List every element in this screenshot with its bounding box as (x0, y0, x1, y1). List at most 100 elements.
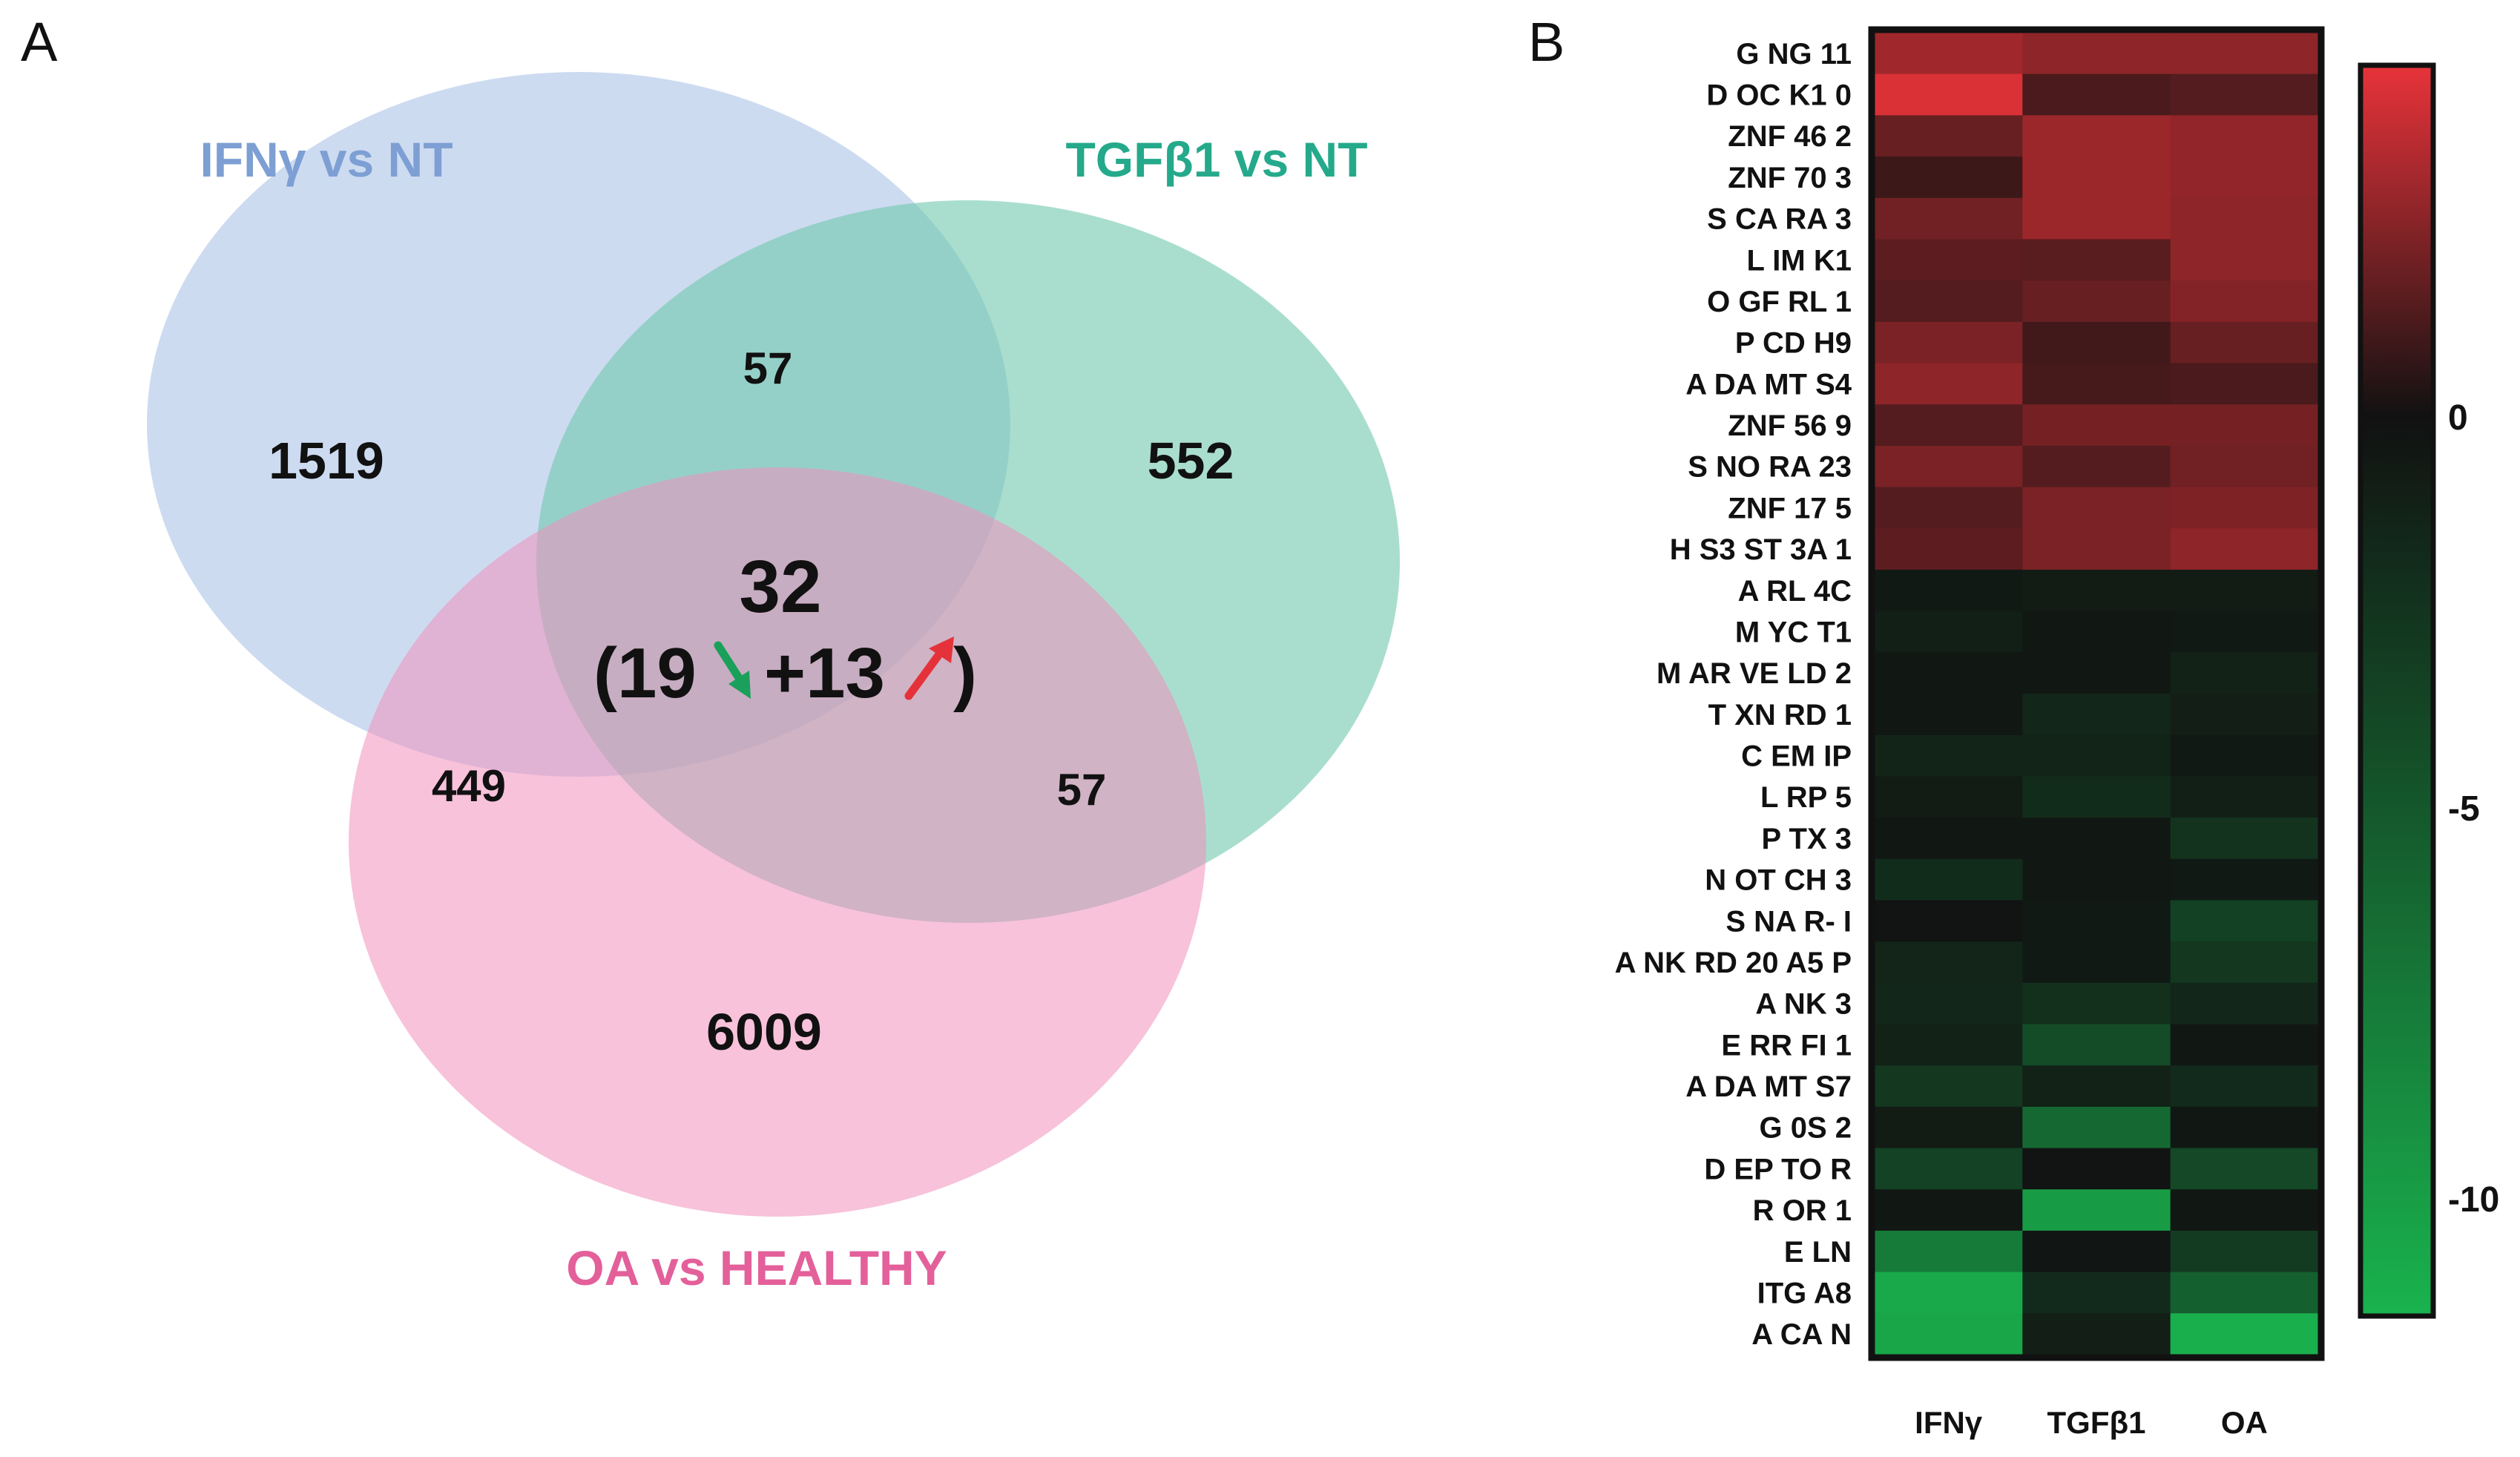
heatmap-cell (1875, 404, 2023, 447)
heatmap-cell (2022, 776, 2171, 818)
heatmap-cell (1875, 1230, 2023, 1273)
breakdown-close-paren: ) (953, 634, 977, 713)
heatmap-row-label: O GF RL 1 (1707, 286, 1852, 318)
heatmap-cell (2022, 1024, 2171, 1066)
heatmap-cell (1875, 900, 2023, 942)
heatmap-cell (2022, 73, 2171, 116)
heatmap-cell (2022, 115, 2171, 157)
breakdown-down-count: (19 (593, 634, 697, 713)
heatmap-cell (2170, 1024, 2319, 1066)
heatmap-cell (2022, 1272, 2171, 1314)
heatmap-row-label: A CA N (1751, 1318, 1852, 1351)
heatmap-row-label: P TX 3 (1761, 823, 1852, 855)
heatmap-cell (2170, 487, 2319, 529)
venn-label-ifn: IFNγ vs NT (200, 132, 453, 187)
heatmap-cell (1875, 1106, 2023, 1149)
heatmap-cell (2022, 652, 2171, 694)
count-ifn-tgf: 57 (743, 343, 793, 393)
heatmap-cell (1875, 982, 2023, 1025)
heatmap-row-label: G 0S 2 (1759, 1112, 1852, 1145)
heatmap-cell (1875, 694, 2023, 736)
heatmap-cell (1875, 569, 2023, 612)
heatmap-cell (2170, 33, 2319, 75)
heatmap-column-labels: IFNγ TGFβ1 OA (1915, 1405, 2268, 1440)
heatmap-cell (1875, 1313, 2023, 1355)
heatmap-cell (2170, 1148, 2319, 1190)
heatmap-cell (2170, 157, 2319, 199)
heatmap-row-label: ITG A8 (1757, 1277, 1852, 1309)
heatmap-row-label: M YC T1 (1735, 616, 1852, 648)
heatmap-row-label: A NK RD 20 A5 P (1615, 947, 1852, 979)
heatmap-cell (2022, 982, 2171, 1025)
heatmap-cell (2022, 1065, 2171, 1108)
venn-label-oa: OA vs HEALTHY (566, 1240, 947, 1295)
heatmap-cell (2022, 157, 2171, 199)
heatmap-row-label: C EM IP (1741, 740, 1852, 773)
heatmap-cell (2170, 1189, 2319, 1231)
heatmap-row-label: G NG 11 (1736, 38, 1852, 70)
heatmap-cell (2170, 1106, 2319, 1149)
heatmap-cell (1875, 115, 2023, 157)
heatmap-row-label: T XN RD 1 (1708, 699, 1852, 731)
heatmap-row-label: ZNF 70 3 (1728, 162, 1852, 194)
heatmap-cell (2022, 1313, 2171, 1355)
breakdown-up-count: +13 (764, 634, 885, 713)
heatmap-cell (1875, 1272, 2023, 1314)
heatmap-cell (2170, 239, 2319, 281)
heatmap-cell (1875, 1024, 2023, 1066)
heatmap-cell (2022, 321, 2171, 364)
heatmap-cell (2022, 818, 2171, 860)
heatmap-row-label: ZNF 46 2 (1728, 120, 1852, 153)
heatmap-cell (2170, 611, 2319, 653)
heatmap-cell (1875, 1065, 2023, 1108)
panel-b-letter: B (1528, 11, 1565, 73)
heatmap-row-label: D OC K1 0 (1706, 79, 1852, 112)
heatmap-cell (1875, 528, 2023, 570)
colorbar-ticks: 0 -5 -10 (2448, 398, 2499, 1220)
heatmap-cell (1875, 818, 2023, 860)
heatmap-row-label: S NO RA 23 (1688, 451, 1852, 484)
heatmap-cell (2022, 611, 2171, 653)
heatmap-row-label: ZNF 17 5 (1728, 492, 1852, 524)
heatmap-cell (2170, 528, 2319, 570)
heatmap-row-label: M AR VE LD 2 (1657, 657, 1852, 690)
heatmap-cell (2170, 1313, 2319, 1355)
heatmap-cell (1875, 941, 2023, 984)
heatmap-row-label: E LN (1784, 1236, 1852, 1269)
heatmap-cell (2170, 1272, 2319, 1314)
heatmap-cell (1875, 1148, 2023, 1190)
heatmap-row-label: A NK 3 (1755, 988, 1852, 1021)
heatmap-cell (2170, 734, 2319, 777)
heatmap-cell (2022, 941, 2171, 984)
heatmap-cell (1875, 73, 2023, 116)
heatmap-cell (2022, 404, 2171, 447)
colorbar-tick-label: -5 (2448, 789, 2480, 829)
heatmap-cell (2022, 734, 2171, 777)
heatmap-cell (1875, 239, 2023, 281)
heatmap-row-label: S NA R- I (1725, 905, 1852, 938)
heatmap-column-label: IFNγ (1915, 1405, 1983, 1440)
colorbar (2358, 62, 2436, 1319)
heatmap-cell (2022, 33, 2171, 75)
heatmap-cell (2022, 239, 2171, 281)
heatmap-cell (2170, 115, 2319, 157)
heatmap-cell (1875, 445, 2023, 488)
heatmap-row-label: E RR FI 1 (1721, 1029, 1852, 1062)
heatmap-cell (2022, 694, 2171, 736)
heatmap-cell (2022, 280, 2171, 323)
heatmap-cell (2022, 528, 2171, 570)
heatmap-cell (2022, 487, 2171, 529)
count-ifn-oa: 449 (432, 761, 506, 811)
heatmap-cell (2022, 858, 2171, 901)
count-oa-only: 6009 (706, 1003, 822, 1061)
venn-diagram (147, 72, 1400, 1217)
heatmap-row-label: L RP 5 (1760, 781, 1852, 814)
heatmap (1875, 33, 2319, 1355)
heatmap-column-label: TGFβ1 (2047, 1405, 2146, 1440)
heatmap-cell (2170, 941, 2319, 984)
count-ifn-only: 1519 (269, 432, 384, 490)
heatmap-cell (2170, 694, 2319, 736)
heatmap-cell (1875, 611, 2023, 653)
heatmap-cell (2170, 982, 2319, 1025)
